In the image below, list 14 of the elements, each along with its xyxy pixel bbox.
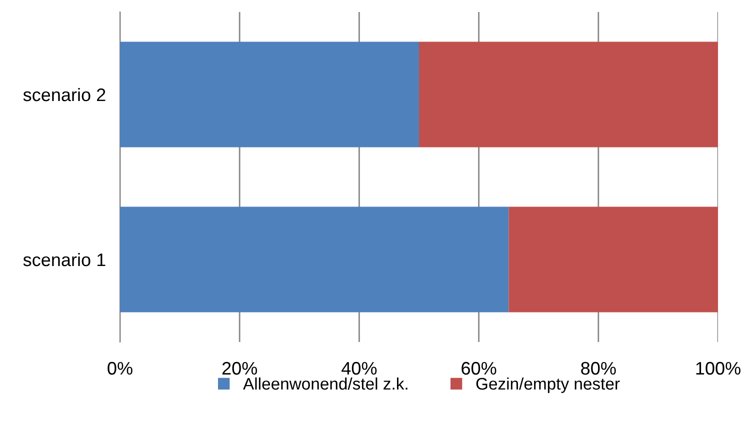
bar: [508, 206, 718, 312]
bar: [419, 42, 718, 148]
bar: [120, 42, 419, 148]
legend-label: Gezin/empty nester: [476, 377, 620, 393]
bar: [120, 206, 509, 312]
x-tick-label: 0%: [108, 362, 132, 375]
x-tick-label: 40%: [342, 362, 377, 375]
legend-label: Alleenwonend/stel z.k.: [243, 377, 408, 390]
x-tick-label: 60%: [462, 362, 496, 375]
x-tick-label: 80%: [581, 362, 616, 375]
x-tick-label: 100%: [696, 362, 740, 375]
y-tick-label: scenario 2: [23, 88, 106, 102]
y-tick-label: scenario 1: [23, 252, 106, 266]
x-tick-label: 20%: [222, 362, 258, 375]
